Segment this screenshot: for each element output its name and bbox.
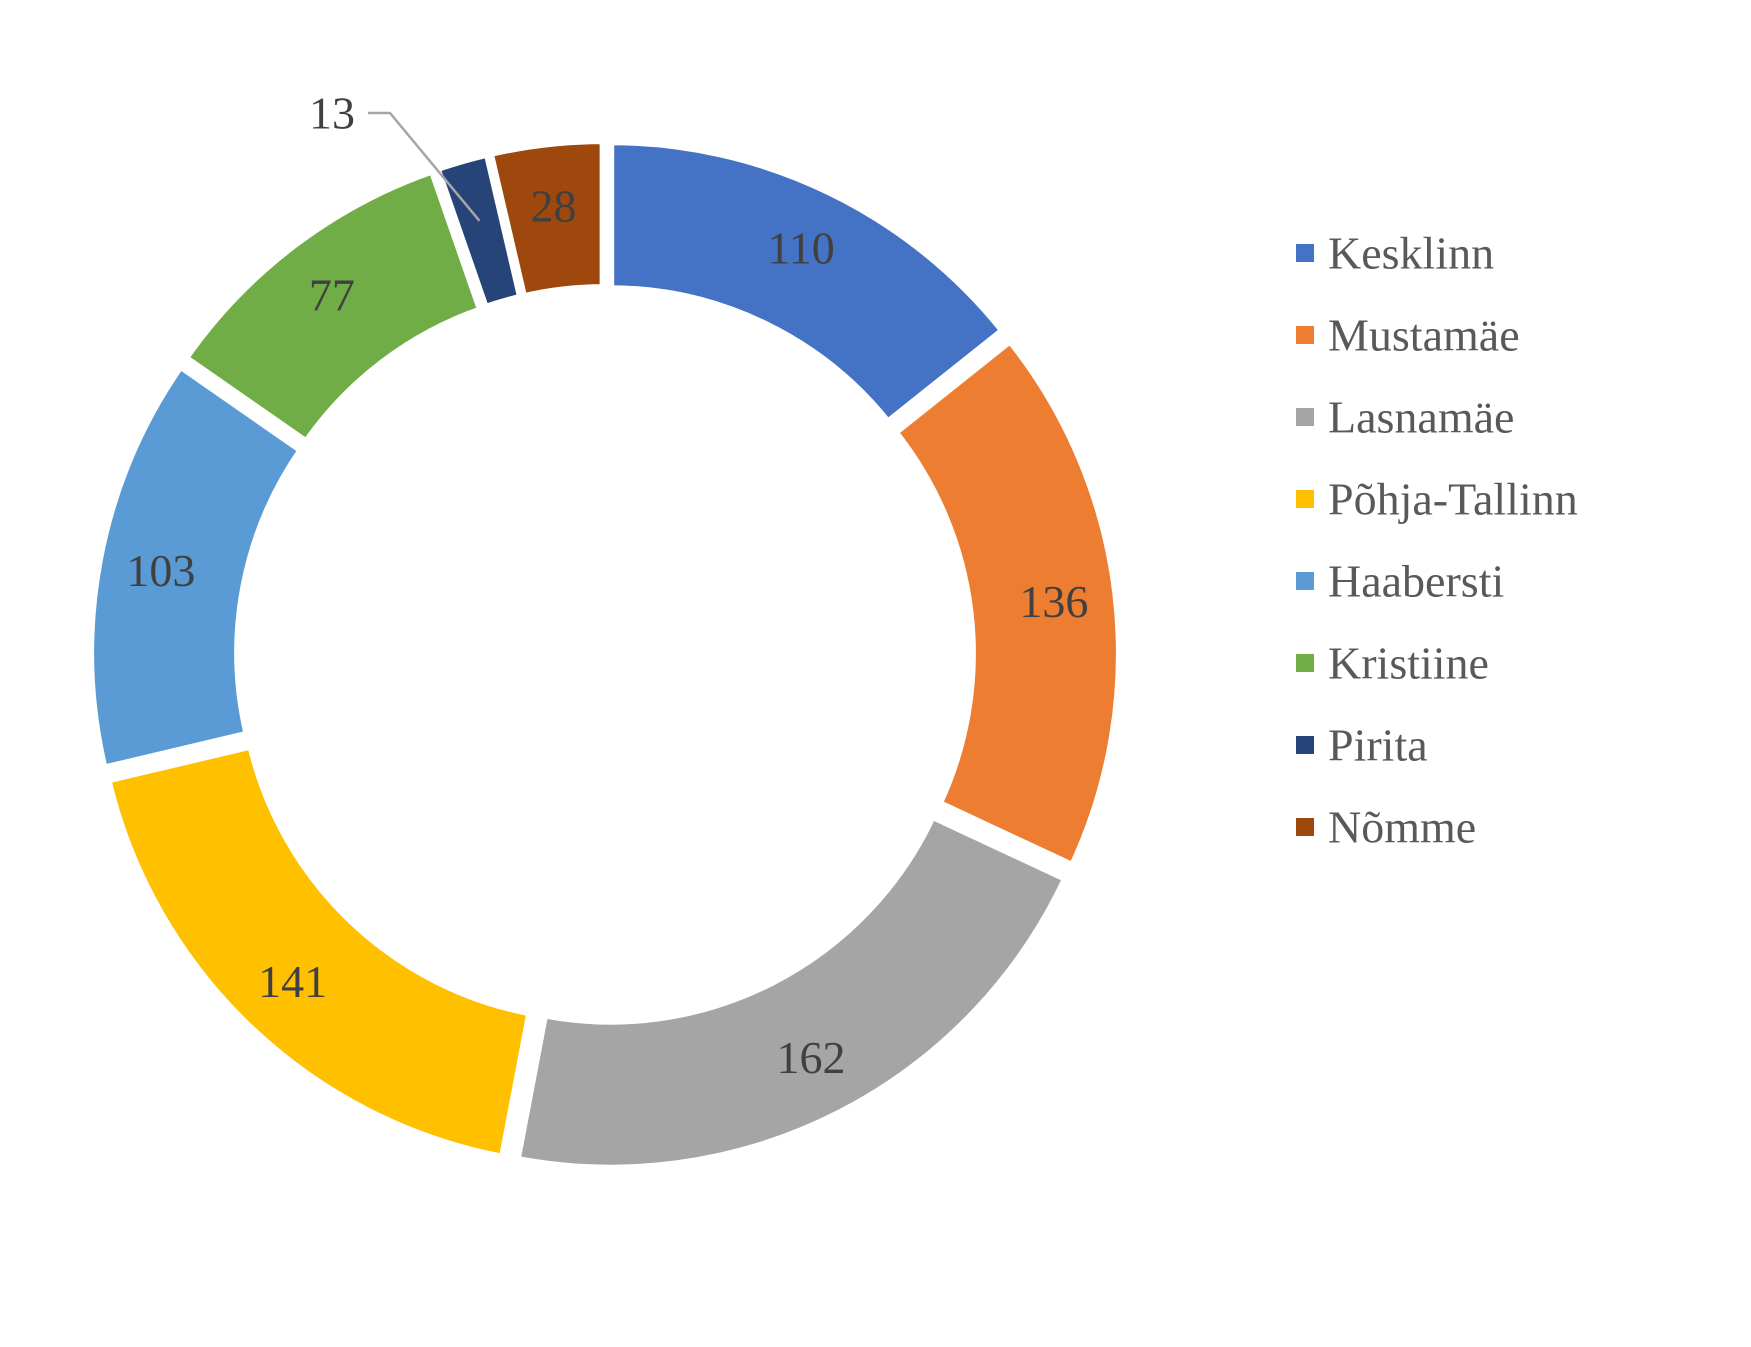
- legend-label-kesklinn: Kesklinn: [1328, 228, 1494, 279]
- slices-group: [86, 136, 1124, 1173]
- data-label-kristiine: 77: [309, 269, 355, 320]
- legend-item-mustamae: Mustamäe: [1296, 310, 1520, 361]
- legend-swatch-kesklinn: [1296, 244, 1314, 262]
- data-label-nomme: 28: [530, 180, 576, 231]
- legend-label-lasnamae: Lasnamäe: [1328, 392, 1514, 443]
- legend-item-nomme: Nõmme: [1296, 802, 1476, 853]
- legend-item-pohja-tallinn: Põhja-Tallinn: [1296, 474, 1578, 525]
- legend-label-pirita: Pirita: [1328, 720, 1428, 771]
- slice-lasnamae: [511, 810, 1072, 1173]
- legend-swatch-pohja-tallinn: [1296, 490, 1314, 508]
- legend-item-pirita: Pirita: [1296, 720, 1428, 771]
- legend-swatch-pirita: [1296, 736, 1314, 754]
- legend-swatch-mustamae: [1296, 326, 1314, 344]
- legend: Kesklinn Mustamäe Lasnamäe Põhja-Tallinn Haa…: [1296, 228, 1578, 853]
- legend-label-pohja-tallinn: Põhja-Tallinn: [1328, 474, 1578, 525]
- legend-swatch-haabersti: [1296, 572, 1314, 590]
- slice-pohja-tallinn: [102, 740, 536, 1163]
- legend-swatch-nomme: [1296, 818, 1314, 836]
- legend-label-mustamae: Mustamäe: [1328, 310, 1520, 361]
- legend-item-kesklinn: Kesklinn: [1296, 228, 1494, 279]
- leader-line-pirita: [368, 111, 481, 222]
- data-label-mustamae: 136: [1019, 576, 1088, 627]
- data-label-haabersti: 103: [126, 545, 195, 596]
- slice-kesklinn: [606, 137, 1010, 429]
- data-label-kesklinn: 110: [767, 222, 834, 273]
- data-label-lasnamae: 162: [777, 1032, 846, 1083]
- legend-label-haabersti: Haabersti: [1328, 556, 1504, 607]
- data-labels-group: 110 136 162 141 103 77 13 28: [126, 88, 1088, 1083]
- slice-haabersti: [86, 359, 308, 774]
- data-label-pirita: 13: [309, 88, 355, 139]
- legend-swatch-lasnamae: [1296, 408, 1314, 426]
- slice-nomme: [484, 136, 608, 303]
- legend-swatch-kristiine: [1296, 654, 1314, 672]
- slice-kristiine: [179, 165, 487, 449]
- slice-mustamae: [888, 334, 1124, 872]
- data-label-pohja-tallinn: 141: [258, 956, 327, 1007]
- legend-label-kristiine: Kristiine: [1328, 638, 1489, 689]
- legend-label-nomme: Nõmme: [1328, 802, 1476, 853]
- legend-item-haabersti: Haabersti: [1296, 556, 1504, 607]
- legend-item-lasnamae: Lasnamäe: [1296, 392, 1514, 443]
- legend-item-kristiine: Kristiine: [1296, 638, 1489, 689]
